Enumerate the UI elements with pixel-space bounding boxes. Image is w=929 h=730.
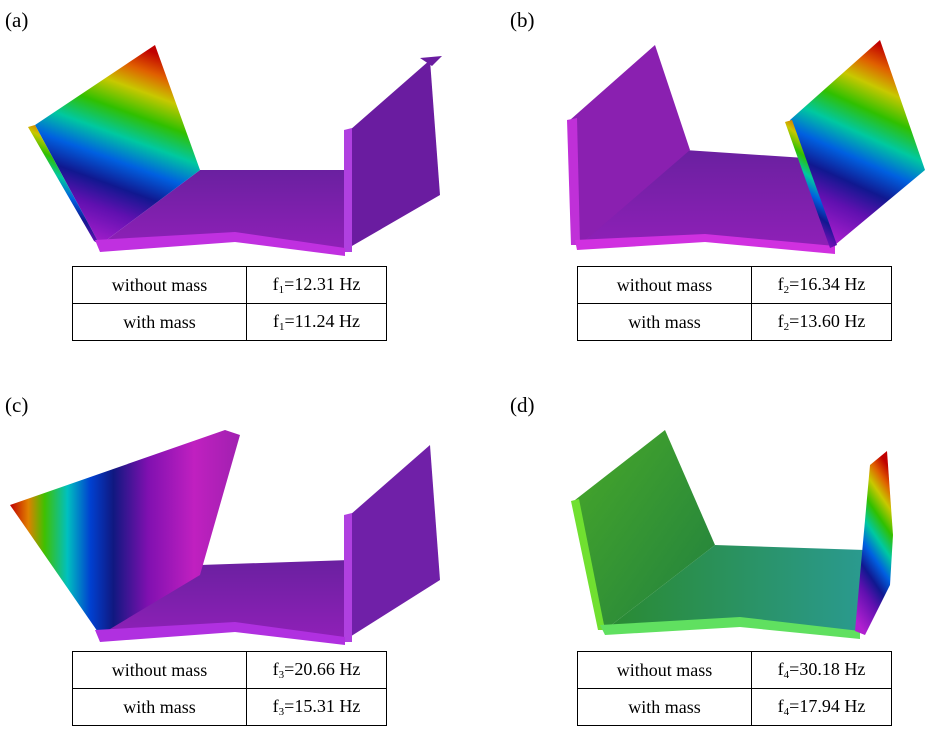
- panel-label: (b): [510, 8, 535, 32]
- frequency-subscript: 2: [783, 284, 790, 296]
- table-row: with mass f3=15.31 Hz: [72, 688, 387, 726]
- mode-shape: [10, 430, 440, 645]
- frequency-value: =12.31 Hz: [284, 274, 361, 294]
- frequency-cell: f1=12.31 Hz: [246, 266, 387, 304]
- frequency-symbol: f: [272, 274, 279, 294]
- condition-cell: without mass: [72, 651, 247, 689]
- panel: (b) without mass f2=16.34 Hz with mass f2=1…: [505, 0, 929, 345]
- frequency-table: without mass f4=30.18 Hz with mass f4=17.94…: [577, 651, 892, 726]
- frequency-subscript: 3: [278, 706, 285, 718]
- panel-label: (c): [5, 393, 29, 417]
- frequency-cell: f4=17.94 Hz: [751, 688, 892, 726]
- frequency-symbol: f: [777, 274, 784, 294]
- frequency-value: =17.94 Hz: [789, 696, 866, 716]
- mode-shape: [571, 430, 893, 639]
- mode-shape: [567, 40, 925, 254]
- frequency-value: =16.34 Hz: [789, 274, 866, 294]
- table-row: with mass f4=17.94 Hz: [577, 688, 892, 726]
- frequency-subscript: 1: [279, 321, 285, 333]
- frequency-cell: f2=13.60 Hz: [751, 303, 892, 341]
- panel-label: (a): [5, 8, 29, 32]
- frequency-symbol: f: [777, 696, 784, 716]
- frequency-symbol: f: [273, 311, 279, 331]
- frequency-subscript: 3: [278, 669, 285, 681]
- condition-cell: with mass: [72, 303, 247, 341]
- frequency-subscript: 2: [783, 321, 790, 333]
- panel-label: (d): [510, 393, 535, 417]
- table-row: without mass f3=20.66 Hz: [72, 651, 387, 689]
- frequency-value: =13.60 Hz: [789, 311, 866, 331]
- table-row: with mass f1=11.24 Hz: [72, 303, 387, 341]
- condition-cell: with mass: [577, 303, 752, 341]
- frequency-value: =20.66 Hz: [284, 659, 361, 679]
- panel: (a) without mass f1=12.31 Hz with mass f1=1…: [0, 0, 460, 345]
- frequency-cell: f3=20.66 Hz: [246, 651, 387, 689]
- frequency-cell: f4=30.18 Hz: [751, 651, 892, 689]
- panel: (d) without mass f4=30.18 Hz with mass f4=1…: [505, 385, 929, 730]
- table-row: without mass f1=12.31 Hz: [72, 266, 387, 304]
- condition-cell: without mass: [577, 651, 752, 689]
- frequency-symbol: f: [777, 311, 784, 331]
- frequency-value: =15.31 Hz: [284, 696, 361, 716]
- frequency-subscript: 4: [783, 669, 790, 681]
- panel: (c) without mass f3=20.66 Hz with mass f3=1…: [0, 385, 460, 730]
- condition-cell: without mass: [577, 266, 752, 304]
- frequency-symbol: f: [777, 659, 784, 679]
- condition-cell: with mass: [72, 688, 247, 726]
- frequency-subscript: 1: [278, 284, 285, 296]
- table-row: without mass f4=30.18 Hz: [577, 651, 892, 689]
- frequency-symbol: f: [272, 659, 279, 679]
- frequency-symbol: f: [272, 696, 279, 716]
- frequency-table: without mass f1=12.31 Hz with mass f1=11.24…: [72, 266, 387, 341]
- frequency-cell: f1=11.24 Hz: [246, 303, 387, 341]
- frequency-cell: f3=15.31 Hz: [246, 688, 387, 726]
- frequency-value: =30.18 Hz: [789, 659, 866, 679]
- condition-cell: with mass: [577, 688, 752, 726]
- frequency-subscript: 4: [783, 706, 790, 718]
- frequency-value: =11.24 Hz: [284, 311, 360, 331]
- frequency-cell: f2=16.34 Hz: [751, 266, 892, 304]
- condition-cell: without mass: [72, 266, 247, 304]
- mode-shape: [28, 45, 442, 256]
- frequency-table: without mass f2=16.34 Hz with mass f2=13.60…: [577, 266, 892, 341]
- frequency-table: without mass f3=20.66 Hz with mass f3=15.31…: [72, 651, 387, 726]
- table-row: with mass f2=13.60 Hz: [577, 303, 892, 341]
- table-row: without mass f2=16.34 Hz: [577, 266, 892, 304]
